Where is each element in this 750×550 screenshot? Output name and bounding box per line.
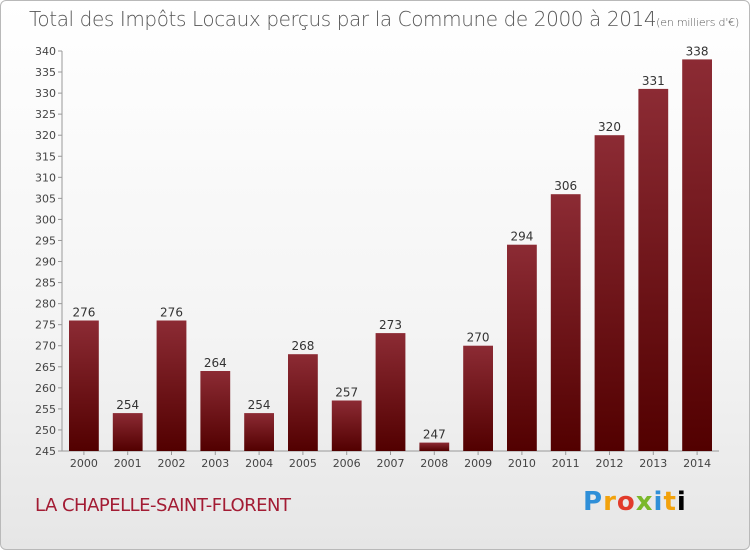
y-tick-label: 305 <box>35 192 56 205</box>
x-tick-label-2011: 2011 <box>552 457 580 470</box>
y-tick-label: 340 <box>35 45 56 58</box>
chart-title-block: Total des Impôts Locaux perçus par la Co… <box>29 7 739 31</box>
bar-2014 <box>682 59 712 452</box>
chart-title: Total des Impôts Locaux perçus par la Co… <box>29 7 657 31</box>
x-tick-label-2014: 2014 <box>683 457 711 470</box>
y-tick-label: 250 <box>35 424 56 437</box>
y-tick-label: 285 <box>35 277 56 290</box>
bar-2004 <box>244 413 274 451</box>
data-label-2002: 276 <box>160 305 183 319</box>
data-label-2000: 276 <box>72 305 95 319</box>
y-tick-label: 265 <box>35 361 56 374</box>
y-tick-label: 295 <box>35 234 56 247</box>
bar-2013 <box>638 88 669 452</box>
y-tick-label: 325 <box>35 108 56 121</box>
bar-2005 <box>288 354 318 451</box>
data-label-2003: 264 <box>204 356 227 370</box>
x-tick-label-2001: 2001 <box>114 457 142 470</box>
y-tick-label: 320 <box>35 129 56 142</box>
data-label-2009: 270 <box>467 331 490 345</box>
data-label-2007: 273 <box>379 318 402 332</box>
bar-2007 <box>375 333 406 451</box>
y-tick-label: 280 <box>35 298 56 311</box>
bar-2008 <box>419 442 450 451</box>
x-tick-label-2012: 2012 <box>596 457 624 470</box>
y-tick-label: 330 <box>35 87 56 100</box>
y-tick-label: 290 <box>35 256 56 269</box>
data-label-2008: 247 <box>423 428 446 442</box>
data-label-2004: 254 <box>248 398 271 412</box>
x-tick-label-2013: 2013 <box>639 457 667 470</box>
x-tick-label-2008: 2008 <box>420 457 448 470</box>
bar-2002 <box>156 320 187 451</box>
x-tick-label-2009: 2009 <box>464 457 492 470</box>
y-tick-label: 255 <box>35 403 56 416</box>
data-label-2006: 257 <box>335 385 358 399</box>
x-tick-label-2006: 2006 <box>333 457 361 470</box>
x-tick-label-2007: 2007 <box>377 457 405 470</box>
bar-2006 <box>331 400 362 451</box>
x-tick-label-2005: 2005 <box>289 457 317 470</box>
data-label-2005: 268 <box>291 339 314 353</box>
x-tick-label-2002: 2002 <box>158 457 186 470</box>
proxiti-logo[interactable]: Proxiti <box>583 487 687 517</box>
y-tick-label: 335 <box>35 66 56 79</box>
x-tick-label-2003: 2003 <box>201 457 229 470</box>
y-tick-label: 275 <box>35 319 56 332</box>
data-label-2012: 320 <box>598 120 621 134</box>
bar-2011 <box>550 194 581 451</box>
data-label-2013: 331 <box>642 74 665 88</box>
data-label-2010: 294 <box>510 230 533 244</box>
bar-2010 <box>507 244 537 451</box>
bar-2001 <box>112 413 143 451</box>
y-tick-label: 310 <box>35 171 56 184</box>
bar-2003 <box>200 371 231 451</box>
data-label-2014: 338 <box>686 44 709 58</box>
commune-name: LA CHAPELLE-SAINT-FLORENT <box>35 495 291 516</box>
y-tick-label: 245 <box>35 445 56 458</box>
bar-2012 <box>594 135 625 451</box>
x-tick-label-2010: 2010 <box>508 457 536 470</box>
y-tick-label: 270 <box>35 340 56 353</box>
y-tick-label: 260 <box>35 382 56 395</box>
data-label-2001: 254 <box>116 398 139 412</box>
y-tick-label: 315 <box>35 150 56 163</box>
x-tick-label-2000: 2000 <box>70 457 98 470</box>
bar-2000 <box>69 320 99 451</box>
bar-2009 <box>463 345 493 451</box>
data-label-2011: 306 <box>554 179 577 193</box>
chart-subtitle: (en milliers d'€) <box>656 16 740 29</box>
x-tick-label-2004: 2004 <box>245 457 273 470</box>
y-tick-label: 300 <box>35 213 56 226</box>
